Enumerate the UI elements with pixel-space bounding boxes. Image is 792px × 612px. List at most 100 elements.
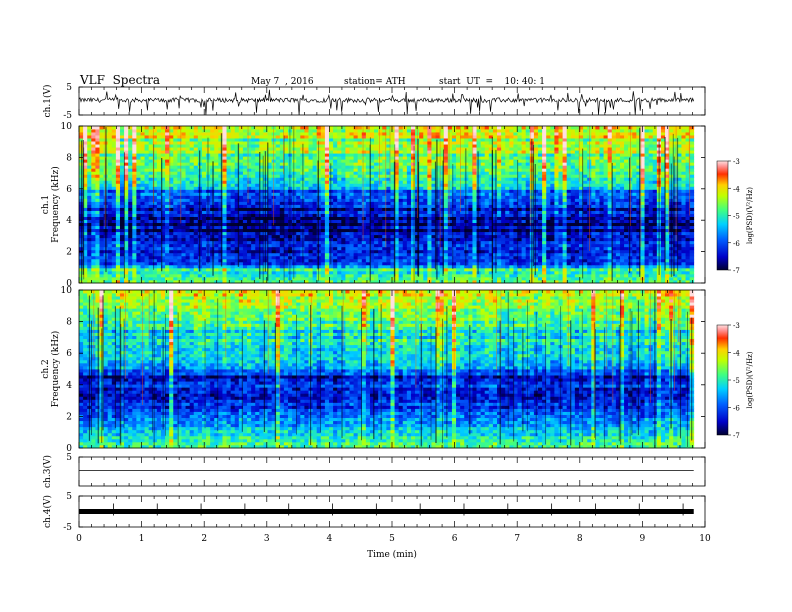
spectrogram-cell [685, 273, 691, 278]
spectrogram-cell [603, 192, 609, 196]
spectrogram-cell [501, 225, 506, 230]
spectrogram-cell [628, 243, 633, 248]
spectrogram-cell [189, 186, 195, 190]
spectrogram-cell [660, 258, 666, 263]
spectrogram-cell [353, 270, 359, 275]
spectrogram-cell [255, 234, 260, 239]
spectrogram-cell [554, 255, 559, 260]
spectrogram-cell [402, 210, 408, 214]
spectrogram-cell [185, 219, 191, 224]
spectrogram-cell [128, 213, 133, 217]
spectrogram-cell [648, 276, 654, 281]
spectrogram-cell [615, 252, 621, 257]
spectrogram-cell [374, 219, 379, 224]
spectrogram-cell [427, 276, 432, 281]
spectrogram-cell [550, 207, 555, 211]
spectrogram-cell [230, 219, 236, 224]
spectrogram-cell [136, 261, 141, 266]
spectrogram-cell [283, 186, 289, 190]
spectrogram-cell [357, 189, 363, 193]
spectrogram-cell [566, 279, 572, 284]
spectrogram-cell [259, 210, 264, 214]
spectrogram-cell [374, 195, 379, 199]
spectrogram-cell [107, 249, 113, 254]
spectrogram-cell [402, 222, 408, 227]
spectrogram-cell [353, 231, 359, 236]
spectrogram-cell [554, 207, 559, 211]
spectrogram-cell [538, 231, 543, 236]
spectrogram-cell [624, 201, 629, 205]
spectrogram-cell [591, 186, 596, 190]
spectrogram-cell [152, 216, 158, 220]
spectrogram-cell [365, 249, 371, 254]
spectrogram-cell [226, 258, 232, 263]
spectrogram-cell [91, 198, 96, 202]
spectrogram-cell [402, 252, 408, 257]
spectrogram-cell [87, 279, 92, 284]
spectrogram-cell [525, 276, 531, 281]
spectrogram-cell [525, 270, 531, 275]
spectrogram-cell [144, 198, 150, 202]
spectrogram-cell [333, 219, 338, 224]
spectrogram-cell [361, 189, 367, 193]
spectrogram-cell [578, 249, 584, 254]
spectrogram-cell [378, 243, 383, 248]
spectrogram-cell [193, 255, 199, 260]
spectrogram-cell [140, 204, 145, 208]
spectrogram-cell [583, 231, 588, 236]
spectrogram-cell [578, 225, 584, 230]
spectrogram-cell [119, 237, 125, 242]
spectrogram-cell [99, 267, 104, 272]
spectrogram-cell [574, 210, 580, 214]
spectrogram-cell [349, 279, 354, 284]
spectrogram-cell [222, 252, 227, 257]
spectrogram-cell [148, 258, 154, 263]
spectrogram-cell [410, 198, 416, 202]
spectrogram-cell [451, 219, 457, 224]
spectrogram-cell [509, 267, 514, 272]
spectrogram-cell [365, 255, 371, 260]
spectrogram-cell [472, 261, 477, 266]
spectrogram-cell [689, 222, 695, 227]
spectrogram-cell [91, 234, 96, 239]
spectrogram-cell [292, 207, 297, 211]
spectrogram-cell [558, 234, 563, 239]
spectrogram-cell [341, 195, 346, 199]
spectrogram-cell [181, 195, 186, 199]
spectrogram-cell [431, 219, 436, 224]
spectrogram-cell [406, 249, 412, 254]
spectrogram-cell [275, 186, 281, 190]
spectrogram-cell [468, 195, 473, 199]
spectrogram-cell [124, 252, 129, 257]
spectrogram-cell [251, 255, 256, 260]
spectrogram-cell [423, 234, 428, 239]
spectrogram-cell [128, 186, 133, 190]
spectrogram-cell [501, 270, 506, 275]
spectrogram-cell [505, 258, 510, 263]
spectrogram-cell [390, 270, 395, 275]
spectrogram-cell [660, 195, 666, 199]
spectrogram-cell [115, 261, 121, 266]
spectrogram-cell [677, 258, 682, 263]
spectrogram-cell [435, 240, 441, 245]
spectrogram-cell [517, 216, 523, 220]
spectrogram-cell [333, 228, 338, 233]
spectrogram-cell [644, 279, 650, 284]
spectrogram-cell [546, 207, 551, 211]
spectrogram-cell [107, 192, 113, 196]
spectrogram-cell [509, 222, 514, 227]
spectrogram-cell [628, 264, 633, 269]
spectrogram-cell [410, 279, 416, 284]
spectrogram-cell [144, 183, 150, 187]
spectrogram-cell [386, 189, 391, 193]
spectrogram-cell [169, 198, 174, 202]
spectrogram-cell [218, 213, 223, 217]
spectrogram-cell [619, 210, 625, 214]
spectrogram-cell [558, 210, 563, 214]
spectrogram-cell [148, 276, 154, 281]
spectrogram-cell [673, 186, 678, 190]
spectrogram-cell [189, 246, 195, 251]
spectrogram-cell [583, 228, 588, 233]
spectrogram-cell [337, 183, 342, 187]
spectrogram-cell [484, 237, 490, 242]
